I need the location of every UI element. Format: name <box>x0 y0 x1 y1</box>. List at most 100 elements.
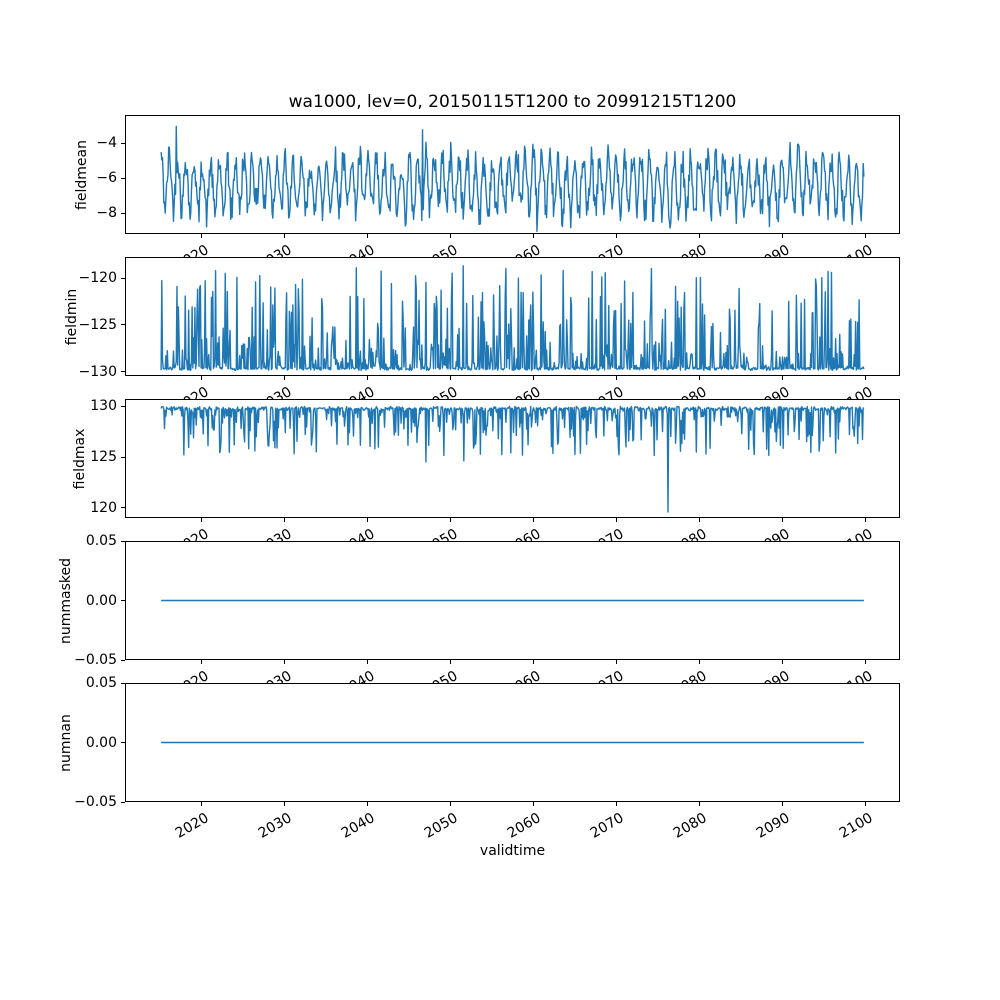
x-tick <box>864 518 866 522</box>
line-series-fieldmin <box>160 265 865 372</box>
x-tick <box>283 518 285 522</box>
y-tick-label: −125 <box>78 316 117 333</box>
y-tick <box>121 742 125 743</box>
y-tick-label: −8 <box>96 205 117 221</box>
line-series-nummasked <box>161 599 864 602</box>
x-tick-label: 2020 <box>172 668 212 700</box>
data-line <box>160 405 865 513</box>
x-tick-label: 2090 <box>753 810 793 842</box>
x-tick <box>449 376 451 380</box>
x-tick <box>283 802 285 806</box>
x-tick-label: 2030 <box>255 810 295 842</box>
x-tick-label: 2050 <box>421 668 461 700</box>
x-tick <box>698 660 700 664</box>
x-tick-label: 2080 <box>670 384 710 416</box>
y-tick-label: 130 <box>90 398 117 415</box>
x-tick <box>781 660 783 664</box>
y-tick-label: −130 <box>78 363 117 380</box>
x-tick <box>781 802 783 806</box>
x-tick <box>698 376 700 380</box>
x-tick-label: 2030 <box>255 668 295 700</box>
x-tick-label: 2040 <box>338 384 378 416</box>
axes-box <box>125 115 900 234</box>
y-tick-label: 120 <box>90 499 117 516</box>
y-tick <box>121 801 125 803</box>
x-tick-label: 2090 <box>753 384 793 416</box>
x-tick-label: 2020 <box>172 384 212 416</box>
y-tick <box>121 405 125 407</box>
axes-box <box>125 541 900 660</box>
y-tick <box>121 507 125 509</box>
y-tick <box>121 659 125 661</box>
y-tick-label: −0.05 <box>74 652 117 668</box>
x-tick-label: 2080 <box>670 242 710 274</box>
y-tick-label: 0.05 <box>85 675 117 691</box>
x-tick-label: 2100 <box>836 810 876 842</box>
y-tick <box>121 456 125 458</box>
chart-title: wa1000, lev=0, 20150115T1200 to 20991215… <box>288 92 737 112</box>
x-tick <box>200 660 202 664</box>
x-tick <box>781 376 783 380</box>
x-tick <box>283 660 285 664</box>
x-tick-label: 2050 <box>421 242 461 274</box>
x-tick <box>698 518 700 522</box>
line-series-fieldmax <box>160 405 865 513</box>
data-line <box>160 265 865 372</box>
x-tick <box>615 518 617 522</box>
x-tick <box>532 234 534 238</box>
y-tick <box>121 600 125 601</box>
x-tick-label: 2100 <box>836 668 876 700</box>
x-tick <box>532 660 534 664</box>
x-tick-label: 2070 <box>587 810 627 842</box>
x-tick-label: 2060 <box>504 384 544 416</box>
x-tick <box>615 234 617 238</box>
y-axis-label-fieldmax: fieldmax <box>72 428 88 489</box>
y-tick <box>121 371 125 373</box>
y-tick-label: −120 <box>78 270 117 287</box>
line-series-fieldmean <box>160 125 865 233</box>
y-tick-label: −0.05 <box>74 794 117 810</box>
y-tick <box>121 142 125 144</box>
x-tick-label: 2040 <box>338 526 378 558</box>
x-tick-label: 2030 <box>255 242 295 274</box>
x-tick-label: 2060 <box>504 242 544 274</box>
x-tick-label: 2030 <box>255 526 295 558</box>
y-tick-label: 125 <box>90 449 117 465</box>
x-tick <box>781 234 783 238</box>
x-tick <box>532 376 534 380</box>
x-tick-label: 2030 <box>255 384 295 416</box>
y-tick <box>121 540 125 542</box>
x-tick-label: 2050 <box>421 384 461 416</box>
x-tick <box>864 660 866 664</box>
x-tick <box>200 518 202 522</box>
x-tick <box>615 376 617 380</box>
x-tick-label: 2090 <box>753 668 793 700</box>
x-tick-label: 2020 <box>172 810 212 842</box>
y-axis-label-fieldmean: fieldmean <box>74 139 90 210</box>
x-tick <box>200 802 202 806</box>
y-tick-label: −6 <box>96 170 117 186</box>
x-tick-label: 2060 <box>504 668 544 700</box>
x-tick-label: 2080 <box>670 668 710 700</box>
y-tick <box>121 682 125 684</box>
x-tick <box>366 518 368 522</box>
x-tick <box>449 518 451 522</box>
x-tick-label: 2080 <box>670 810 710 842</box>
data-line <box>160 125 865 233</box>
y-tick-label: 0.00 <box>85 592 117 609</box>
y-axis-label-fieldmin: fieldmin <box>64 288 80 345</box>
x-tick <box>864 234 866 238</box>
y-tick <box>121 324 125 326</box>
x-tick-label: 2100 <box>836 242 876 274</box>
x-tick-label: 2050 <box>421 526 461 558</box>
x-tick <box>698 802 700 806</box>
y-tick-label: −4 <box>96 135 117 151</box>
x-tick-label: 2070 <box>587 668 627 700</box>
x-tick-label: 2070 <box>587 526 627 558</box>
x-tick <box>449 802 451 806</box>
x-tick <box>864 802 866 806</box>
x-tick-label: 2060 <box>504 810 544 842</box>
x-tick-label: 2090 <box>753 242 793 274</box>
x-tick <box>532 802 534 806</box>
